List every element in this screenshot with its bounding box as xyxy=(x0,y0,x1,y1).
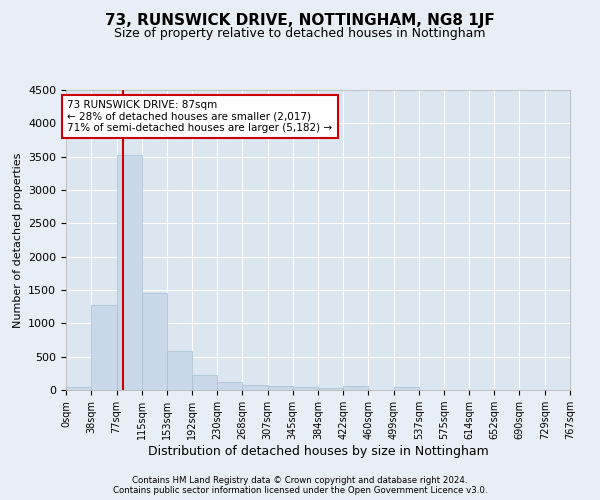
Bar xyxy=(293,388,319,390)
Bar xyxy=(116,154,142,390)
X-axis label: Distribution of detached houses by size in Nottingham: Distribution of detached houses by size … xyxy=(148,445,488,458)
Bar xyxy=(142,292,167,390)
Text: 73, RUNSWICK DRIVE, NOTTINGHAM, NG8 1JF: 73, RUNSWICK DRIVE, NOTTINGHAM, NG8 1JF xyxy=(105,12,495,28)
Bar xyxy=(167,352,192,390)
Bar xyxy=(66,386,91,390)
Text: 73 RUNSWICK DRIVE: 87sqm
← 28% of detached houses are smaller (2,017)
71% of sem: 73 RUNSWICK DRIVE: 87sqm ← 28% of detach… xyxy=(67,100,332,133)
Y-axis label: Number of detached properties: Number of detached properties xyxy=(13,152,23,328)
Text: Contains public sector information licensed under the Open Government Licence v3: Contains public sector information licen… xyxy=(113,486,487,495)
Bar xyxy=(343,386,368,390)
Text: Contains HM Land Registry data © Crown copyright and database right 2024.: Contains HM Land Registry data © Crown c… xyxy=(132,476,468,485)
Bar xyxy=(91,306,116,390)
Bar xyxy=(192,374,217,390)
Bar xyxy=(394,386,419,390)
Bar xyxy=(319,388,343,390)
Bar xyxy=(217,382,242,390)
Text: Size of property relative to detached houses in Nottingham: Size of property relative to detached ho… xyxy=(114,28,486,40)
Bar xyxy=(268,386,293,390)
Bar xyxy=(242,385,268,390)
